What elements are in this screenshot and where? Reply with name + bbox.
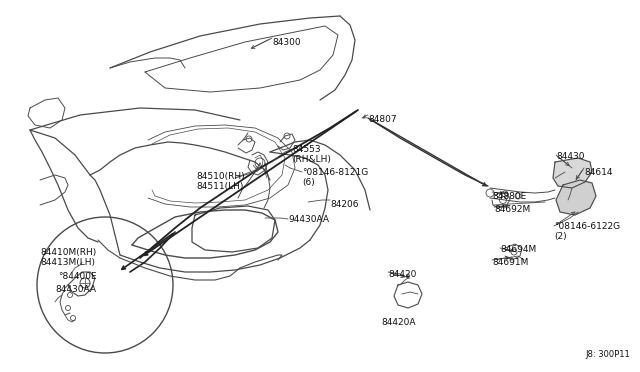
Text: 84410M(RH)
84413M(LH): 84410M(RH) 84413M(LH): [40, 248, 96, 267]
Text: °08146-8121G
(6): °08146-8121G (6): [302, 168, 368, 187]
Text: 84692M: 84692M: [494, 205, 531, 214]
Text: 84420: 84420: [388, 270, 417, 279]
Polygon shape: [556, 180, 596, 215]
Text: 84430: 84430: [556, 152, 584, 161]
Text: 84694M: 84694M: [500, 245, 536, 254]
Text: °84400E: °84400E: [58, 272, 97, 281]
Text: 84880E: 84880E: [492, 192, 526, 201]
Text: 84420A: 84420A: [381, 318, 415, 327]
Text: 84614: 84614: [584, 168, 612, 177]
Text: 94430AA: 94430AA: [288, 215, 329, 224]
Text: 84691M: 84691M: [492, 258, 529, 267]
Polygon shape: [553, 158, 592, 188]
Text: 84807: 84807: [368, 115, 397, 124]
Text: 84430AA: 84430AA: [55, 285, 96, 294]
Text: °08146-6122G
(2): °08146-6122G (2): [554, 222, 620, 241]
Text: 84206: 84206: [330, 200, 358, 209]
Text: J8: 300P11: J8: 300P11: [585, 350, 630, 359]
Text: 84553
(RH&LH): 84553 (RH&LH): [292, 145, 331, 164]
Text: 84300: 84300: [272, 38, 301, 47]
Text: 84510(RH)
84511(LH): 84510(RH) 84511(LH): [196, 172, 244, 192]
